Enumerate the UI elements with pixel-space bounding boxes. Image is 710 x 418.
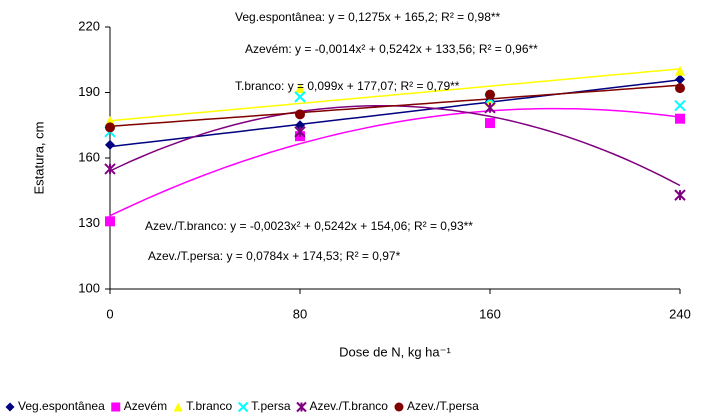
trend-line bbox=[109, 79, 681, 148]
marker bbox=[105, 139, 115, 150]
marker bbox=[105, 216, 115, 227]
marker bbox=[485, 89, 495, 100]
equation: Azev./T.branco: y = -0,0023x² + 0,5242x … bbox=[145, 219, 473, 233]
marker bbox=[296, 401, 307, 413]
y-axis-label: Estatura, cm bbox=[31, 122, 46, 195]
marker bbox=[675, 65, 685, 76]
marker bbox=[294, 91, 306, 103]
marker bbox=[674, 99, 686, 112]
marker bbox=[104, 163, 116, 175]
y-tick-label: 160 bbox=[78, 149, 100, 164]
legend-label: Azev./T.persa bbox=[407, 399, 479, 413]
marker bbox=[675, 113, 685, 124]
marker bbox=[105, 122, 115, 133]
y-tick-label: 190 bbox=[78, 84, 100, 99]
x-tick-label: 80 bbox=[293, 306, 307, 321]
marker bbox=[485, 118, 495, 129]
trend-line bbox=[109, 107, 681, 217]
legend-label: Azev./T.branco bbox=[310, 399, 389, 413]
equation: Azev./T.persa: y = 0,0784x + 174,53; R² … bbox=[148, 249, 401, 263]
y-tick-label: 130 bbox=[78, 215, 100, 230]
x-tick-label: 160 bbox=[479, 306, 501, 321]
marker bbox=[294, 126, 306, 138]
marker bbox=[675, 83, 685, 94]
legend-label: T.persa bbox=[251, 399, 291, 413]
marker bbox=[237, 401, 249, 413]
marker bbox=[111, 402, 121, 412]
equation: T.branco: y = 0,099x + 177,07; R² = 0,79… bbox=[235, 79, 460, 93]
marker bbox=[674, 189, 686, 201]
trend-line bbox=[109, 68, 681, 122]
legend-label: Veg.espontânea bbox=[18, 399, 105, 413]
marker bbox=[173, 402, 183, 412]
x-axis-label: Dose de N, kg ha⁻¹ bbox=[339, 344, 451, 359]
x-tick-label: 240 bbox=[669, 306, 691, 321]
y-tick-label: 220 bbox=[78, 18, 100, 33]
marker bbox=[295, 120, 305, 131]
marker bbox=[295, 83, 305, 94]
y-tick-label: 100 bbox=[78, 280, 100, 295]
trend-line bbox=[109, 105, 681, 187]
marker bbox=[394, 402, 404, 412]
equation: Veg.espontânea: y = 0,1275x + 165,2; R² … bbox=[235, 10, 501, 24]
marker bbox=[485, 96, 495, 107]
marker bbox=[675, 74, 685, 85]
trend-line bbox=[109, 84, 681, 128]
marker bbox=[484, 102, 496, 114]
legend: Veg.espontânea Azevém T.branco T.persa Azev.… bbox=[5, 399, 479, 413]
x-tick-label: 0 bbox=[106, 306, 113, 321]
marker bbox=[5, 402, 15, 412]
legend-label: Azevém bbox=[124, 399, 167, 413]
marker bbox=[295, 109, 305, 120]
equation: Azevém: y = -0,0014x² + 0,5242x + 133,56… bbox=[245, 42, 538, 56]
legend-label: T.branco bbox=[186, 399, 232, 413]
